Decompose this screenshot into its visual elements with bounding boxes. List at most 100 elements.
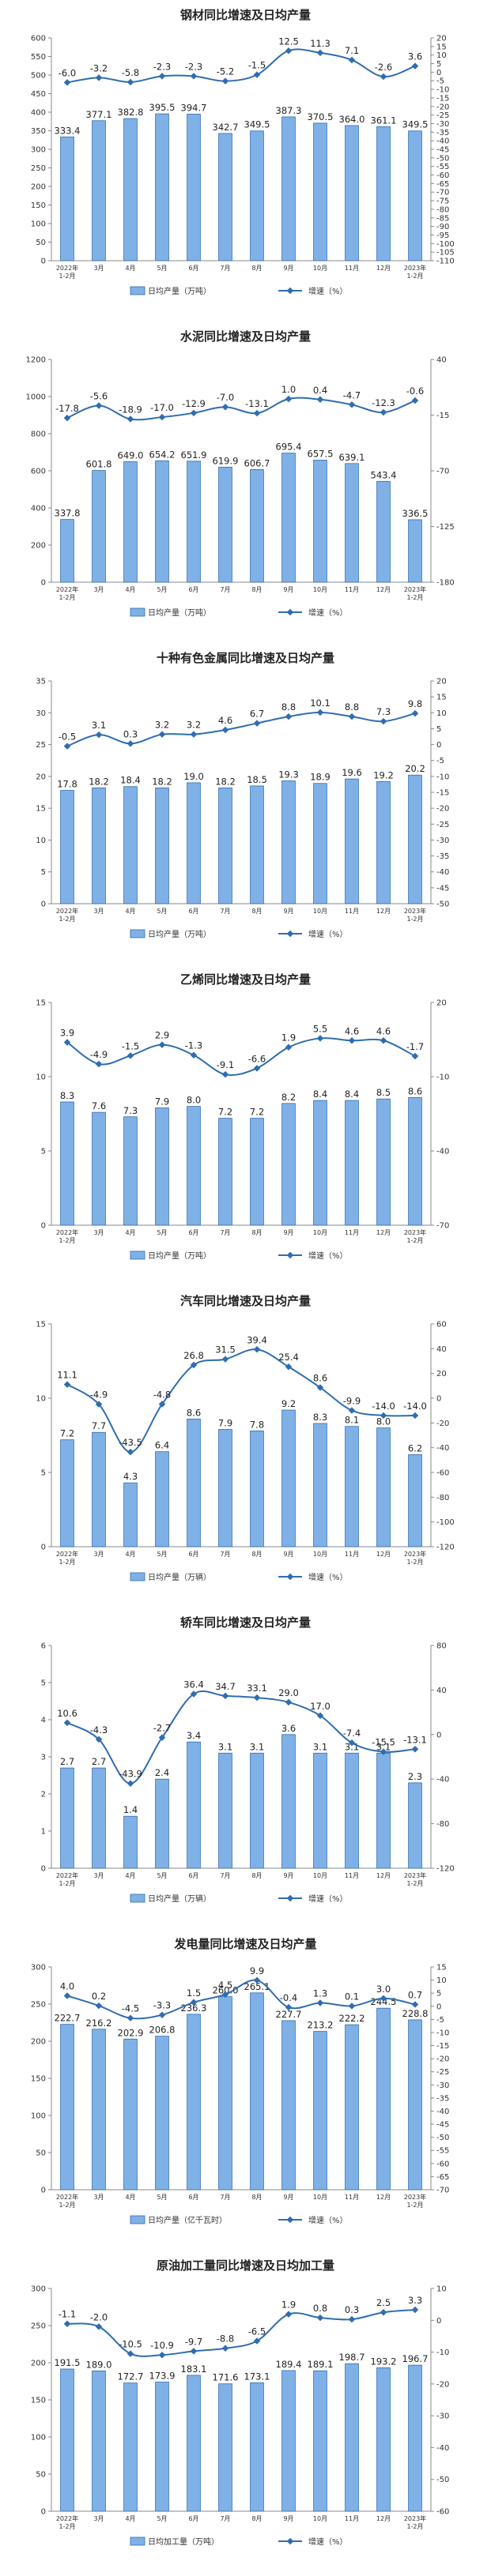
- bar: [155, 1778, 169, 1869]
- right-tick-label: -20: [436, 805, 449, 814]
- left-tick-label: 200: [31, 542, 46, 551]
- growth-point: [127, 2014, 134, 2021]
- right-tick-label: 0: [436, 2003, 441, 2011]
- growth-value-label: 1.9: [281, 1032, 296, 1044]
- bar: [345, 125, 359, 261]
- x-tick-label: 7月: [220, 1229, 230, 1236]
- left-tick-label: 0: [41, 1222, 46, 1231]
- growth-value-label: 4.6: [376, 1025, 391, 1036]
- right-tick-label: -10: [436, 1074, 449, 1082]
- x-tick-label: 11月: [345, 586, 359, 593]
- right-tick-label: -80: [436, 1820, 449, 1829]
- bar: [345, 1752, 359, 1869]
- growth-line: [66, 711, 416, 747]
- bar-value-label: 8.0: [187, 1095, 201, 1106]
- bar-value-label: 189.4: [276, 2359, 302, 2370]
- legend-line-marker: [286, 1894, 294, 1902]
- right-tick-label: -40: [436, 2444, 449, 2453]
- bar: [376, 1752, 391, 1869]
- growth-point: [190, 731, 198, 738]
- growth-value-label: -9.7: [185, 2336, 202, 2347]
- left-tick-label: 250: [31, 2001, 46, 2010]
- growth-value-label: 3.1: [92, 720, 106, 731]
- x-tick-label: 4月: [125, 908, 135, 915]
- bar-value-label: 606.7: [244, 457, 270, 468]
- right-tick-label: 20: [436, 35, 447, 43]
- x-tick-label: 3月: [93, 2194, 104, 2201]
- x-tick-label: 12月: [376, 908, 391, 915]
- bar-value-label: 18.2: [89, 776, 109, 787]
- left-tick-label: 5: [41, 1679, 46, 1688]
- growth-value-label: -2.7: [153, 1723, 171, 1734]
- legend-line-label: 增速（%）: [308, 1893, 348, 1904]
- right-tick-label: -45: [436, 884, 449, 893]
- growth-point: [253, 1346, 261, 1353]
- x-tick-label: 10月: [313, 1551, 327, 1558]
- growth-point: [285, 713, 293, 720]
- x-tick-label: 6月: [188, 2194, 198, 2201]
- growth-point: [221, 1356, 229, 1363]
- right-tick-label: -90: [436, 223, 449, 231]
- growth-value-label: 0.3: [345, 2304, 359, 2315]
- x-tick-label: 5月: [157, 2515, 167, 2522]
- x-tick-label: 2023年: [404, 2193, 426, 2201]
- right-tick-label: -80: [436, 1494, 449, 1502]
- chart-7: 发电量同比增速及日均产量 0 50 100 150 200 250 300 15 10 5 0 -5 -1…: [0, 1929, 491, 2249]
- bar: [218, 133, 232, 261]
- right-tick-label: 40: [436, 1345, 447, 1354]
- growth-value-label: 8.8: [345, 701, 359, 713]
- growth-value-label: -43.9: [119, 1769, 142, 1780]
- bar: [250, 1430, 264, 1547]
- legend-bar-label: 日均产量（亿千瓦时）: [148, 2215, 227, 2225]
- bar-value-label: 171.6: [213, 2372, 239, 2383]
- bar-value-label: 222.2: [339, 2013, 365, 2024]
- growth-point: [316, 396, 324, 404]
- bar-value-label: 2.4: [155, 1767, 169, 1778]
- bar: [123, 786, 138, 904]
- growth-point: [190, 73, 198, 80]
- bar: [155, 787, 169, 904]
- left-tick-label: 300: [31, 2285, 46, 2294]
- x-tick-label: 11月: [345, 1872, 359, 1879]
- bar-value-label: 173.9: [149, 2371, 176, 2382]
- growth-point: [316, 1999, 324, 2006]
- x-tick-label: 9月: [283, 2194, 293, 2201]
- chart-svg: 钢材同比增速及日均产量05010015020025030035040045050…: [31, 8, 455, 296]
- bar: [250, 1118, 264, 1226]
- left-tick-label: 50: [36, 2149, 46, 2158]
- x-tick-label: 4月: [125, 2515, 135, 2522]
- legend-bar-label: 日均产量（万辆）: [148, 1893, 211, 1904]
- x-tick-label: 3月: [93, 265, 104, 272]
- growth-value-label: 33.1: [247, 1683, 267, 1694]
- bar: [60, 1101, 74, 1226]
- x-tick-label: 4月: [125, 586, 135, 593]
- bar: [376, 2367, 391, 2512]
- right-tick-label: -30: [436, 837, 449, 845]
- bar-value-label: 333.4: [55, 125, 81, 136]
- legend-line-label: 增速（%）: [308, 607, 348, 618]
- bar: [60, 1439, 74, 1547]
- bar-value-label: 8.6: [187, 1407, 201, 1418]
- bar-value-label: 19.0: [183, 771, 204, 782]
- growth-value-label: -2.3: [153, 61, 171, 72]
- right-tick-label: 0: [436, 69, 441, 77]
- growth-value-label: -14.0: [403, 1401, 427, 1412]
- bar: [345, 463, 359, 583]
- bar: [218, 1118, 232, 1226]
- left-tick-label: 350: [31, 127, 46, 136]
- bar: [123, 118, 138, 261]
- bar-value-label: 7.2: [218, 1107, 232, 1118]
- bar-value-label: 7.8: [250, 1419, 264, 1430]
- x-tick-label: 1-2月: [406, 1559, 423, 1566]
- right-tick-label: -75: [436, 197, 449, 206]
- growth-value-label: 3.3: [408, 2295, 422, 2306]
- left-tick-label: 100: [31, 2434, 46, 2442]
- left-tick-label: 30: [36, 709, 46, 718]
- growth-value-label: -17.0: [150, 402, 174, 413]
- left-tick-label: 400: [31, 505, 46, 513]
- bar-value-label: 193.2: [371, 2356, 397, 2367]
- x-tick-label: 4月: [125, 1872, 135, 1879]
- left-tick-label: 10: [36, 1074, 46, 1082]
